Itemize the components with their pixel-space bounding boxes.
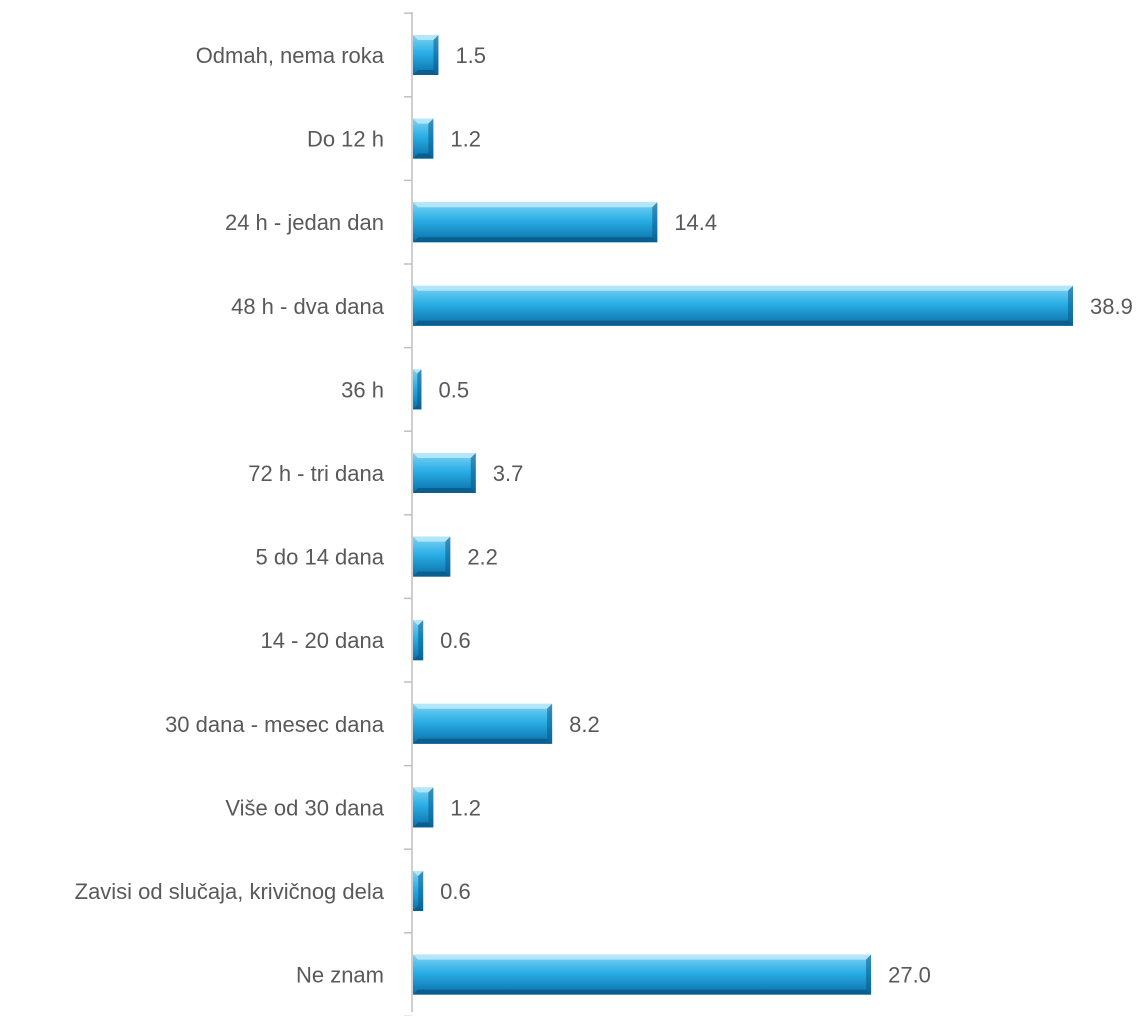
bar-9	[413, 703, 553, 744]
category-label: 48 h - dva dana	[231, 294, 385, 319]
bar-bevel-top	[413, 202, 658, 208]
data-label: 0.6	[440, 879, 471, 904]
bar-bevel-bottom	[413, 405, 422, 410]
bar-bevel-end	[417, 369, 422, 410]
category-label: Odmah, nema roka	[196, 43, 385, 68]
bar-bevel-bottom	[413, 237, 658, 243]
category-label: Ne znam	[296, 963, 384, 988]
bar-bevel-end	[433, 35, 439, 75]
label-layer: Odmah, nema roka 1.5 Do 12 h 1.2 24 h - jeda…	[75, 43, 1133, 988]
bar-face	[413, 620, 424, 661]
data-label: 1.5	[455, 43, 486, 68]
bar-6	[413, 453, 476, 493]
bar-3	[413, 202, 658, 243]
bar-bevel-end	[428, 787, 434, 828]
bar-face	[413, 118, 434, 159]
bar-10	[413, 787, 434, 828]
bar-bevel-bottom	[413, 738, 553, 744]
bar-5	[413, 369, 422, 410]
bar-bevel-bottom	[413, 571, 451, 577]
data-label: 3.7	[493, 461, 524, 486]
bar-face	[413, 285, 1073, 326]
bar-4	[413, 285, 1073, 326]
category-label: 36 h	[341, 377, 384, 402]
data-label: 1.2	[450, 127, 481, 152]
bar-bevel-end	[470, 453, 476, 493]
bar-bevel-end	[652, 202, 658, 243]
category-label: 30 dana - mesec dana	[165, 712, 385, 737]
data-label: 2.2	[467, 545, 498, 570]
bar-face	[413, 536, 451, 577]
bar-bevel-top	[413, 35, 439, 40]
category-axis	[404, 12, 413, 1016]
bar-face	[413, 453, 476, 493]
bar-bevel-bottom	[413, 70, 439, 75]
bar-bevel-top	[413, 787, 434, 793]
data-label: 0.5	[438, 377, 469, 402]
category-label: Više od 30 dana	[225, 795, 384, 820]
bar-series	[413, 35, 1073, 995]
bar-bevel-bottom	[413, 906, 424, 911]
bar-bevel-top	[413, 871, 424, 876]
bar-bevel-top	[413, 369, 422, 374]
bar-bevel-bottom	[413, 153, 434, 159]
bar-bevel-top	[413, 453, 476, 458]
data-label: 8.2	[569, 712, 600, 737]
category-label: Do 12 h	[307, 127, 384, 152]
bar-bevel-end	[547, 703, 553, 744]
bar-1	[413, 35, 439, 75]
bar-8	[413, 620, 424, 661]
data-label: 38.9	[1090, 294, 1133, 319]
bar-bevel-bottom	[413, 822, 434, 828]
category-label: Zavisi od slučaja, krivičnog dela	[75, 879, 385, 904]
bar-bevel-end	[418, 620, 424, 661]
bar-face	[413, 787, 434, 828]
bar-bevel-top	[413, 118, 434, 124]
bar-face	[413, 871, 424, 911]
bar-bevel-top	[413, 620, 424, 626]
data-label: 0.6	[440, 628, 471, 653]
data-label: 27.0	[888, 963, 931, 988]
bar-bevel-top	[413, 703, 553, 709]
bar-face	[413, 202, 658, 243]
category-label: 5 do 14 dana	[256, 545, 385, 570]
bar-2	[413, 118, 434, 159]
data-label: 14.4	[674, 210, 717, 235]
bar-bevel-bottom	[413, 320, 1073, 326]
bar-bevel-end	[445, 536, 451, 577]
bar-bevel-top	[413, 536, 451, 542]
category-label: 14 - 20 dana	[260, 628, 384, 653]
data-label: 1.2	[450, 795, 481, 820]
bar-11	[413, 871, 424, 911]
bar-bevel-end	[428, 118, 434, 159]
bar-bevel-end	[1068, 285, 1073, 326]
bar-7	[413, 536, 451, 577]
bar-face	[413, 703, 553, 744]
bar-bevel-end	[418, 871, 424, 911]
bar-bevel-top	[413, 954, 872, 960]
bar-12	[413, 954, 872, 995]
bar-face	[413, 954, 872, 995]
bar-bevel-bottom	[413, 655, 424, 661]
category-label: 72 h - tri dana	[248, 461, 385, 486]
category-label: 24 h - jedan dan	[225, 210, 384, 235]
bar-bevel-bottom	[413, 488, 476, 493]
bar-bevel-top	[413, 285, 1073, 291]
bar-bevel-bottom	[413, 989, 872, 995]
bar-bevel-end	[866, 954, 872, 995]
